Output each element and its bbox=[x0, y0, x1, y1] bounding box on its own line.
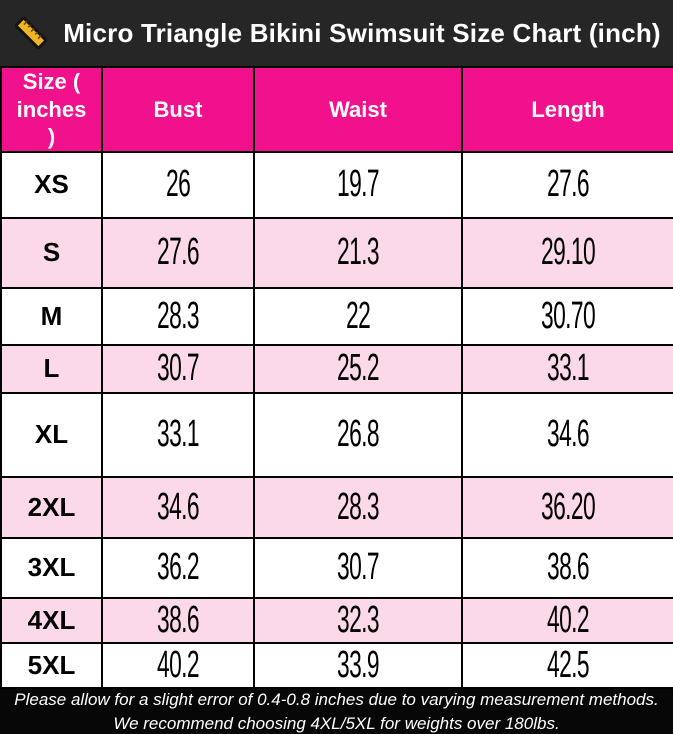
column-header-length: Length bbox=[462, 67, 673, 152]
size-label: 4XL bbox=[1, 598, 102, 643]
table-row-m: M 28.3 22 30.70 bbox=[1, 288, 673, 345]
size-label: M bbox=[1, 288, 102, 345]
length-value: 36.20 bbox=[462, 477, 673, 538]
waist-value: 19.7 bbox=[254, 152, 462, 218]
size-label: 5XL bbox=[1, 643, 102, 688]
waist-value: 30.7 bbox=[254, 538, 462, 598]
waist-value: 33.9 bbox=[254, 643, 462, 688]
bust-value: 40.2 bbox=[102, 643, 254, 688]
column-header-size: Size ( inches ) bbox=[1, 67, 102, 152]
table-row-2xl: 2XL 34.6 28.3 36.20 bbox=[1, 477, 673, 538]
page-title: Micro Triangle Bikini Swimsuit Size Char… bbox=[63, 18, 661, 49]
table-row-3xl: 3XL 36.2 30.7 38.6 bbox=[1, 538, 673, 598]
length-value: 42.5 bbox=[462, 643, 673, 688]
length-value: 38.6 bbox=[462, 538, 673, 598]
table-row-4xl: 4XL 38.6 32.3 40.2 bbox=[1, 598, 673, 643]
size-label: 2XL bbox=[1, 477, 102, 538]
waist-value: 25.2 bbox=[254, 345, 462, 393]
title-bar: Micro Triangle Bikini Swimsuit Size Char… bbox=[0, 0, 673, 66]
length-value: 27.6 bbox=[462, 152, 673, 218]
table-row-l: L 30.7 25.2 33.1 bbox=[1, 345, 673, 393]
size-label: L bbox=[1, 345, 102, 393]
bust-value: 34.6 bbox=[102, 477, 254, 538]
ruler-icon bbox=[12, 14, 50, 52]
table-row-xl: XL 33.1 26.8 34.6 bbox=[1, 393, 673, 477]
table-row-s: S 27.6 21.3 29.10 bbox=[1, 218, 673, 288]
waist-value: 32.3 bbox=[254, 598, 462, 643]
length-value: 40.2 bbox=[462, 598, 673, 643]
size-chart-table: Size ( inches ) Bust Waist Length XS 26 … bbox=[0, 66, 673, 689]
header-row: Size ( inches ) Bust Waist Length bbox=[1, 67, 673, 152]
size-label: 3XL bbox=[1, 538, 102, 598]
footer-note-line2: We recommend choosing 4XL/5XL for weight… bbox=[113, 713, 559, 734]
bust-value: 28.3 bbox=[102, 288, 254, 345]
bust-value: 38.6 bbox=[102, 598, 254, 643]
length-value: 34.6 bbox=[462, 393, 673, 477]
bust-value: 30.7 bbox=[102, 345, 254, 393]
waist-value: 28.3 bbox=[254, 477, 462, 538]
column-header-bust: Bust bbox=[102, 67, 254, 152]
waist-value: 22 bbox=[254, 288, 462, 345]
footer-note-line1: Please allow for a slight error of 0.4-0… bbox=[14, 689, 658, 710]
length-value: 29.10 bbox=[462, 218, 673, 288]
size-label: XS bbox=[1, 152, 102, 218]
bust-value: 33.1 bbox=[102, 393, 254, 477]
length-value: 30.70 bbox=[462, 288, 673, 345]
size-label: S bbox=[1, 218, 102, 288]
waist-value: 26.8 bbox=[254, 393, 462, 477]
bust-value: 36.2 bbox=[102, 538, 254, 598]
bust-value: 26 bbox=[102, 152, 254, 218]
waist-value: 21.3 bbox=[254, 218, 462, 288]
table-row-5xl: 5XL 40.2 33.9 42.5 bbox=[1, 643, 673, 688]
column-header-waist: Waist bbox=[254, 67, 462, 152]
table-row-xs: XS 26 19.7 27.6 bbox=[1, 152, 673, 218]
size-label: XL bbox=[1, 393, 102, 477]
bust-value: 27.6 bbox=[102, 218, 254, 288]
footer-notes: Please allow for a slight error of 0.4-0… bbox=[0, 689, 673, 734]
length-value: 33.1 bbox=[462, 345, 673, 393]
